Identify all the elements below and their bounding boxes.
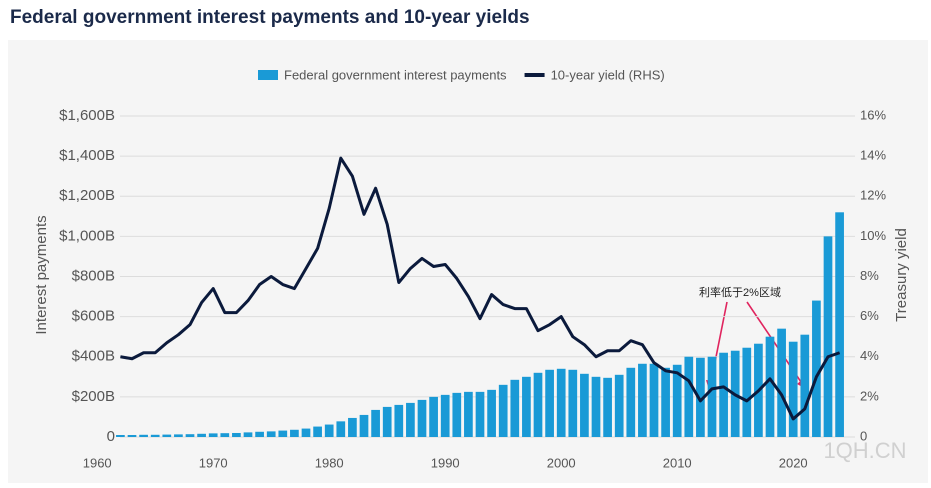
y-tick-label: 0 <box>107 428 115 445</box>
line <box>120 156 841 421</box>
bar <box>243 432 253 437</box>
bar <box>139 434 148 437</box>
legend-swatch <box>258 70 278 80</box>
bar <box>487 389 496 437</box>
bar <box>382 406 392 437</box>
bar <box>185 434 195 437</box>
bar <box>580 373 589 437</box>
y-tick-label: $600B <box>72 308 115 325</box>
x-tick-label: 1960 <box>83 455 112 470</box>
legend-label: 10-year yield (RHS) <box>551 67 665 82</box>
bar <box>498 384 508 437</box>
bar <box>197 433 206 437</box>
bar <box>707 356 717 437</box>
x-tick-label: 2010 <box>663 455 692 470</box>
y-tick-label: $800B <box>72 267 115 284</box>
watermark: 1QH.CN <box>823 438 906 463</box>
y2-tick-label: 0 <box>860 428 867 443</box>
y-tick-label: $1,000B <box>59 227 115 244</box>
bar <box>626 367 636 437</box>
bar <box>835 212 844 437</box>
y2-tick-label: 2% <box>860 388 879 403</box>
bar <box>150 434 160 437</box>
y2-tick-label: 4% <box>860 348 879 363</box>
bar <box>232 432 241 437</box>
bar <box>324 424 334 437</box>
bar <box>440 394 450 437</box>
bar <box>301 428 311 437</box>
bar <box>510 379 520 437</box>
bar <box>684 356 694 437</box>
bar <box>348 417 357 437</box>
bar <box>429 396 438 437</box>
y2-tick-label: 8% <box>860 268 879 283</box>
bar <box>522 376 531 437</box>
y-tick-label: $1,600B <box>59 107 115 124</box>
legend-label: Federal government interest payments <box>284 67 507 82</box>
bar <box>765 336 775 437</box>
y-tick-label: $200B <box>72 388 115 405</box>
bar <box>417 399 427 437</box>
bar <box>568 369 578 437</box>
x-tick-label: 1980 <box>315 455 344 470</box>
bar <box>545 369 554 437</box>
bar <box>208 433 218 437</box>
bar <box>533 372 543 437</box>
bar <box>313 426 322 437</box>
x-tick-label: 2000 <box>547 455 576 470</box>
bar <box>556 368 566 437</box>
bar <box>823 236 833 437</box>
y2-axis-label: Treasury yield <box>893 228 910 322</box>
y2-tick-label: 6% <box>860 308 879 323</box>
x-tick-label: 1970 <box>199 455 228 470</box>
bar <box>812 300 821 437</box>
chart-title: Federal government interest payments and… <box>10 7 530 28</box>
bar <box>278 430 288 437</box>
bar <box>777 328 786 437</box>
bar <box>336 421 346 437</box>
y-axis-label: Interest payments <box>33 215 50 334</box>
x-tick-label: 1990 <box>431 455 460 470</box>
y-tick-label: $1,200B <box>59 187 115 204</box>
bar <box>371 409 380 437</box>
bar <box>452 392 462 437</box>
bar <box>661 367 670 437</box>
y2-tick-label: 10% <box>860 228 886 243</box>
bar <box>116 434 125 437</box>
bar <box>719 352 728 437</box>
bar <box>266 431 276 437</box>
bar <box>162 434 172 437</box>
bar <box>406 402 415 437</box>
bar <box>591 376 601 437</box>
annotation: 利率低于2%区域 <box>699 285 781 299</box>
bar <box>638 363 647 437</box>
bar <box>696 357 705 437</box>
bar <box>220 433 230 437</box>
bar <box>174 434 183 437</box>
bar <box>255 431 264 437</box>
y2-tick-label: 16% <box>860 107 886 122</box>
bar <box>788 341 798 437</box>
x-tick-label: 2020 <box>779 455 808 470</box>
bar <box>290 429 299 437</box>
bar <box>614 374 624 437</box>
bar <box>475 391 485 437</box>
y2-tick-label: 12% <box>860 188 886 203</box>
bar <box>394 404 404 437</box>
bar <box>742 347 752 437</box>
bar <box>359 414 369 437</box>
bar <box>127 434 137 437</box>
y-tick-label: $400B <box>72 348 115 365</box>
y-tick-label: $1,400B <box>59 147 115 164</box>
y2-tick-label: 14% <box>860 148 886 163</box>
bar <box>603 377 612 437</box>
bar <box>800 334 810 437</box>
bar <box>649 363 659 437</box>
bar <box>672 364 682 437</box>
bar <box>464 391 473 437</box>
